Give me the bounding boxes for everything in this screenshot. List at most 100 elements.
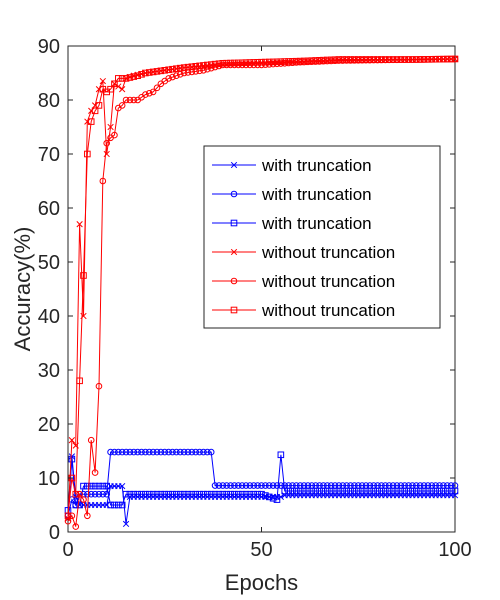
legend-label: without truncation (261, 301, 395, 320)
data-point (409, 56, 416, 63)
data-point (184, 63, 192, 71)
data-point (188, 63, 196, 71)
data-point (223, 482, 230, 489)
data-point (397, 487, 405, 495)
data-point (180, 64, 188, 71)
data-point (138, 448, 145, 456)
data-point (397, 56, 405, 63)
data-point (84, 512, 91, 520)
data-point (103, 150, 110, 158)
legend-marker (230, 161, 238, 169)
data-point (351, 56, 358, 63)
data-point (234, 490, 242, 498)
data-point (323, 487, 331, 495)
data-point (169, 490, 176, 498)
data-point (99, 482, 107, 490)
data-point (161, 448, 169, 456)
data-point (91, 490, 99, 498)
data-point (196, 490, 203, 498)
data-point (362, 487, 370, 495)
data-point (204, 65, 211, 73)
data-point (238, 59, 246, 67)
data-point (111, 131, 118, 139)
data-point (211, 490, 219, 498)
data-point (227, 482, 234, 489)
data-point (277, 451, 285, 459)
data-point (277, 493, 285, 501)
data-point (413, 487, 420, 495)
data-point (122, 448, 130, 456)
data-point (118, 501, 126, 509)
data-point (451, 55, 459, 63)
data-point (145, 89, 153, 97)
data-point (443, 55, 451, 63)
data-point (188, 490, 196, 498)
data-point (347, 56, 354, 63)
data-point (72, 523, 80, 530)
data-point (118, 75, 126, 82)
data-point (188, 448, 196, 456)
data-point (165, 490, 172, 498)
data-point (320, 56, 327, 64)
legend-label: without truncation (261, 243, 395, 262)
y-tick-label: 10 (38, 468, 60, 490)
data-point (115, 83, 122, 90)
data-point (91, 469, 99, 476)
data-point (118, 102, 126, 109)
series-3 (64, 451, 459, 514)
data-point (153, 68, 161, 75)
y-tick-label: 60 (38, 198, 60, 220)
data-point (219, 482, 227, 489)
data-point (401, 56, 408, 63)
data-point (238, 490, 246, 498)
legend-marker (230, 190, 238, 198)
data-point (122, 490, 130, 498)
data-point (103, 490, 110, 498)
y-tick-label: 20 (38, 414, 60, 436)
legend-label: without truncation (261, 272, 395, 291)
data-point (335, 487, 343, 495)
series-6 (64, 55, 459, 520)
data-point (122, 96, 130, 104)
data-point (269, 494, 277, 502)
data-point (358, 56, 366, 63)
data-point (161, 490, 169, 498)
data-point (327, 487, 335, 495)
x-tick-label: 50 (250, 539, 272, 561)
data-point (153, 448, 161, 456)
data-point (95, 86, 103, 93)
data-point (204, 448, 211, 456)
data-point (126, 490, 134, 498)
data-point (265, 493, 273, 501)
data-point (215, 490, 223, 498)
data-point (242, 482, 250, 489)
data-point (103, 501, 110, 509)
data-point (76, 490, 83, 498)
data-point (126, 448, 134, 456)
data-point (416, 56, 424, 63)
data-point (142, 69, 149, 77)
data-point (424, 56, 432, 63)
data-point (347, 487, 354, 495)
legend-item-3: with truncation (212, 214, 372, 233)
data-point (176, 71, 184, 78)
series-layer (64, 55, 459, 530)
data-point (130, 73, 138, 80)
data-point (269, 482, 277, 489)
data-point (440, 487, 447, 495)
data-point (76, 221, 83, 228)
data-point (370, 487, 378, 495)
data-point (289, 487, 296, 495)
data-point (335, 56, 343, 63)
y-tick-label: 40 (38, 306, 60, 328)
data-point (196, 448, 203, 456)
legend: with truncation with truncation with trunc… (203, 145, 441, 329)
data-point (238, 482, 246, 489)
data-point (145, 448, 153, 456)
data-point (389, 487, 397, 495)
data-point (196, 62, 203, 70)
data-point (72, 490, 80, 498)
data-point (405, 487, 412, 495)
data-point (207, 490, 215, 498)
